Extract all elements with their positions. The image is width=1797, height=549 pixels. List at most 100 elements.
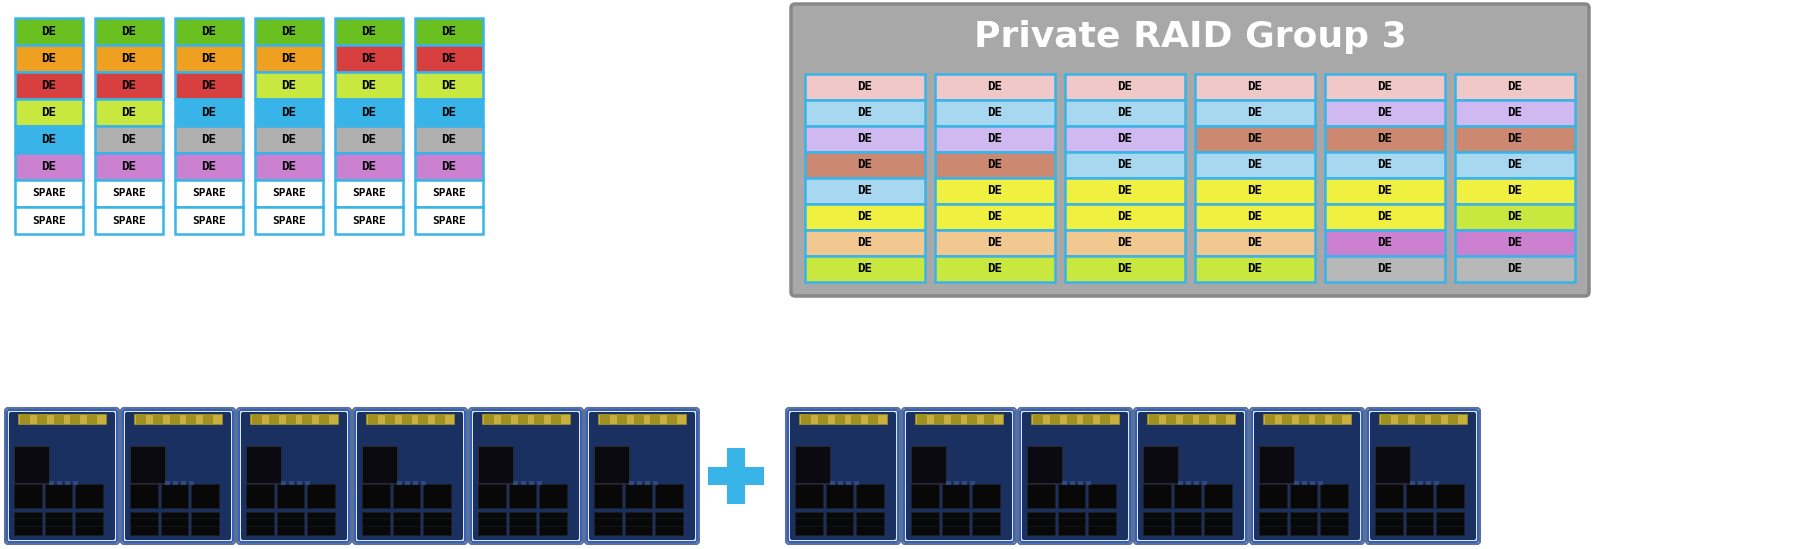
FancyBboxPatch shape — [1436, 484, 1465, 508]
Bar — [1193, 481, 1199, 485]
FancyBboxPatch shape — [1290, 512, 1317, 535]
Bar — [95, 18, 164, 45]
Bar — [598, 414, 686, 424]
Text: DE: DE — [122, 79, 137, 92]
FancyBboxPatch shape — [1204, 484, 1233, 508]
Bar — [174, 18, 243, 45]
Bar — [368, 414, 377, 424]
FancyBboxPatch shape — [246, 512, 273, 535]
FancyBboxPatch shape — [791, 412, 897, 540]
FancyBboxPatch shape — [911, 512, 938, 535]
Bar — [1456, 256, 1574, 282]
Text: DE: DE — [1118, 184, 1132, 198]
Bar — [967, 414, 978, 424]
FancyBboxPatch shape — [906, 412, 1012, 540]
Bar — [14, 207, 83, 234]
Text: DE: DE — [361, 160, 377, 173]
Text: DE: DE — [1508, 132, 1522, 145]
Text: DE: DE — [282, 160, 297, 173]
Bar — [1195, 256, 1315, 282]
Bar — [187, 414, 196, 424]
Bar — [334, 99, 403, 126]
FancyBboxPatch shape — [1366, 408, 1481, 544]
Bar — [270, 414, 279, 424]
Bar — [1146, 414, 1235, 424]
Bar — [174, 180, 243, 207]
FancyBboxPatch shape — [352, 408, 467, 544]
FancyBboxPatch shape — [14, 446, 49, 483]
FancyBboxPatch shape — [825, 484, 854, 508]
Bar — [1294, 481, 1299, 485]
Bar — [58, 481, 63, 485]
FancyBboxPatch shape — [1369, 412, 1475, 540]
Text: SPARE: SPARE — [192, 188, 226, 199]
Bar — [1263, 414, 1351, 424]
Text: DE: DE — [361, 106, 377, 119]
Bar — [334, 153, 403, 180]
Bar — [805, 256, 925, 282]
FancyBboxPatch shape — [473, 412, 579, 540]
Bar — [415, 126, 483, 153]
Bar — [1217, 414, 1226, 424]
FancyBboxPatch shape — [424, 512, 451, 535]
FancyBboxPatch shape — [361, 512, 390, 535]
FancyBboxPatch shape — [794, 446, 830, 483]
FancyBboxPatch shape — [1028, 446, 1062, 483]
FancyBboxPatch shape — [1290, 484, 1317, 508]
Text: DE: DE — [282, 79, 297, 92]
Bar — [14, 99, 83, 126]
Bar — [830, 481, 836, 485]
Text: DE: DE — [1247, 132, 1263, 145]
Bar — [385, 414, 395, 424]
FancyBboxPatch shape — [1260, 484, 1287, 508]
Bar — [415, 207, 483, 234]
FancyBboxPatch shape — [656, 484, 683, 508]
FancyBboxPatch shape — [394, 512, 420, 535]
Text: SPARE: SPARE — [431, 188, 465, 199]
FancyBboxPatch shape — [911, 484, 938, 508]
FancyBboxPatch shape — [5, 408, 119, 544]
Bar — [1324, 178, 1445, 204]
Text: DE: DE — [201, 52, 216, 65]
Bar — [1085, 481, 1091, 485]
Bar — [1031, 414, 1120, 424]
Bar — [95, 207, 164, 234]
Bar — [985, 414, 994, 424]
Bar — [1324, 100, 1445, 126]
Text: DE: DE — [201, 160, 216, 173]
Bar — [1456, 126, 1574, 152]
Bar — [174, 99, 243, 126]
FancyBboxPatch shape — [1436, 512, 1465, 535]
Bar — [137, 414, 146, 424]
Bar — [1434, 481, 1439, 485]
Bar — [1202, 481, 1208, 485]
Bar — [600, 414, 609, 424]
Text: DE: DE — [1378, 81, 1393, 93]
FancyBboxPatch shape — [237, 408, 350, 544]
Bar — [334, 18, 403, 45]
FancyBboxPatch shape — [794, 484, 823, 508]
FancyBboxPatch shape — [246, 446, 280, 483]
Bar — [1186, 481, 1191, 485]
FancyBboxPatch shape — [1143, 484, 1170, 508]
Bar — [334, 72, 403, 99]
Bar — [153, 414, 164, 424]
Bar — [537, 481, 543, 485]
Bar — [415, 45, 483, 72]
Bar — [1066, 178, 1184, 204]
Bar — [934, 414, 943, 424]
Bar — [934, 204, 1055, 230]
Bar — [174, 126, 243, 153]
Bar — [1456, 100, 1574, 126]
Bar — [397, 481, 403, 485]
Bar — [1432, 414, 1441, 424]
Text: DE: DE — [282, 25, 297, 38]
Text: DE: DE — [857, 262, 873, 276]
Text: DE: DE — [442, 106, 456, 119]
Bar — [652, 481, 658, 485]
FancyBboxPatch shape — [539, 484, 568, 508]
Text: DE: DE — [1508, 81, 1522, 93]
Text: DE: DE — [41, 25, 56, 38]
Text: DE: DE — [361, 25, 377, 38]
FancyBboxPatch shape — [1058, 512, 1085, 535]
